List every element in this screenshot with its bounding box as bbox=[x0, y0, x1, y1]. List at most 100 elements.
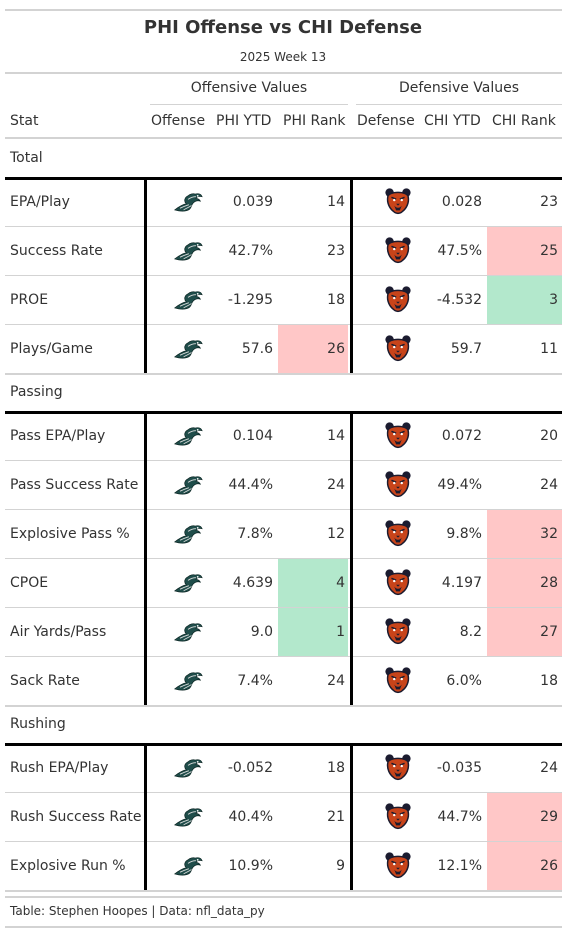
stat-label: PROE bbox=[10, 292, 49, 308]
row-rule bbox=[5, 607, 562, 608]
col-header-defense: Defense bbox=[357, 113, 415, 129]
row-rule bbox=[5, 890, 562, 892]
header-rule bbox=[5, 137, 562, 139]
defense-divider bbox=[350, 178, 353, 373]
spanner-offensive-values: Offensive Values bbox=[190, 80, 308, 96]
chi-rank-value: 24 bbox=[540, 760, 558, 776]
chi-rank-highlight bbox=[487, 276, 562, 324]
stat-label: EPA/Play bbox=[10, 194, 70, 210]
row-rule bbox=[5, 841, 562, 842]
row-rule bbox=[5, 226, 562, 227]
stat-label: Plays/Game bbox=[10, 341, 93, 357]
offense-divider bbox=[144, 412, 147, 705]
chi-rank-highlight bbox=[487, 608, 562, 656]
chi-rank-value: 18 bbox=[540, 673, 558, 689]
stat-label: Rush EPA/Play bbox=[10, 760, 109, 776]
chi-ytd-value: 47.5% bbox=[437, 243, 482, 259]
phi-ytd-value: 10.9% bbox=[228, 858, 273, 874]
eagles-logo-icon bbox=[174, 808, 203, 827]
phi-rank-value: 9 bbox=[336, 858, 345, 874]
stat-label: CPOE bbox=[10, 575, 49, 591]
chi-rank-highlight bbox=[487, 793, 562, 841]
eagles-logo-icon bbox=[174, 291, 203, 310]
chi-ytd-value: 59.7 bbox=[450, 341, 482, 357]
group-rule bbox=[5, 177, 562, 180]
bears-logo-icon bbox=[384, 568, 412, 596]
defense-divider bbox=[350, 744, 353, 890]
offense-divider bbox=[144, 178, 147, 373]
spanner-defensive-values: Defensive Values bbox=[398, 80, 520, 96]
bears-logo-icon bbox=[384, 334, 412, 362]
bears-logo-icon bbox=[384, 470, 412, 498]
eagles-logo-icon bbox=[174, 672, 203, 691]
phi-rank-value: 14 bbox=[327, 428, 345, 444]
eagles-logo-icon bbox=[174, 857, 203, 876]
chi-ytd-value: -0.035 bbox=[436, 760, 482, 776]
phi-ytd-value: 42.7% bbox=[228, 243, 273, 259]
bears-logo-icon bbox=[384, 617, 412, 645]
row-rule bbox=[5, 275, 562, 276]
table-title: PHI Offense vs CHI Defense bbox=[143, 17, 423, 38]
chi-rank-highlight bbox=[487, 842, 562, 890]
chi-ytd-value: 0.028 bbox=[441, 194, 482, 210]
chi-rank-value: 24 bbox=[540, 477, 558, 493]
phi-ytd-value: 57.6 bbox=[241, 341, 273, 357]
phi-ytd-value: 0.104 bbox=[232, 428, 273, 444]
chi-rank-highlight bbox=[487, 510, 562, 558]
phi-rank-value: 24 bbox=[327, 673, 345, 689]
stat-label: Success Rate bbox=[10, 243, 103, 259]
group-label-passing: Passing bbox=[10, 384, 63, 400]
phi-rank-highlight bbox=[278, 559, 348, 607]
eagles-logo-icon bbox=[174, 623, 203, 642]
bottom-rule bbox=[5, 896, 562, 898]
chi-ytd-value: 49.4% bbox=[437, 477, 482, 493]
chi-ytd-value: 12.1% bbox=[437, 858, 482, 874]
chi-rank-value: 28 bbox=[540, 575, 558, 591]
col-header-chi-rank: CHI Rank bbox=[492, 113, 556, 129]
bears-logo-icon bbox=[384, 802, 412, 830]
stat-label: Explosive Pass % bbox=[10, 526, 130, 542]
group-rule bbox=[5, 411, 562, 414]
spanner-offense-rule bbox=[150, 104, 348, 105]
row-rule bbox=[5, 656, 562, 657]
chi-rank-value: 27 bbox=[540, 624, 558, 640]
row-rule bbox=[5, 324, 562, 325]
chi-rank-value: 26 bbox=[540, 858, 558, 874]
col-header-chi-ytd: CHI YTD bbox=[424, 113, 481, 129]
phi-ytd-value: 40.4% bbox=[228, 809, 273, 825]
phi-rank-value: 4 bbox=[336, 575, 345, 591]
title-rule bbox=[5, 72, 562, 74]
phi-ytd-value: -0.052 bbox=[227, 760, 273, 776]
eagles-logo-icon bbox=[174, 759, 203, 778]
chi-rank-value: 20 bbox=[540, 428, 558, 444]
table-subtitle: 2025 Week 13 bbox=[239, 50, 327, 64]
stat-label: Sack Rate bbox=[10, 673, 80, 689]
bears-logo-icon bbox=[384, 519, 412, 547]
col-header-stat: Stat bbox=[10, 113, 39, 129]
chi-rank-value: 11 bbox=[540, 341, 558, 357]
phi-rank-value: 23 bbox=[327, 243, 345, 259]
offense-divider bbox=[144, 744, 147, 890]
chi-rank-highlight bbox=[487, 559, 562, 607]
row-rule bbox=[5, 509, 562, 510]
bears-logo-icon bbox=[384, 851, 412, 879]
row-rule bbox=[5, 460, 562, 461]
spanner-defense-rule bbox=[356, 104, 562, 105]
eagles-logo-icon bbox=[174, 340, 203, 359]
phi-ytd-value: 4.639 bbox=[232, 575, 273, 591]
eagles-logo-icon bbox=[174, 476, 203, 495]
chi-ytd-value: 8.2 bbox=[459, 624, 482, 640]
footer-rule bbox=[5, 926, 562, 928]
eagles-logo-icon bbox=[174, 242, 203, 261]
phi-ytd-value: 7.8% bbox=[237, 526, 273, 542]
defense-divider bbox=[350, 412, 353, 705]
bears-logo-icon bbox=[384, 285, 412, 313]
eagles-logo-icon bbox=[174, 193, 203, 212]
chi-rank-value: 29 bbox=[540, 809, 558, 825]
bears-logo-icon bbox=[384, 236, 412, 264]
chi-ytd-value: 44.7% bbox=[437, 809, 482, 825]
chi-ytd-value: 0.072 bbox=[441, 428, 482, 444]
top-rule bbox=[5, 9, 562, 11]
eagles-logo-icon bbox=[174, 574, 203, 593]
